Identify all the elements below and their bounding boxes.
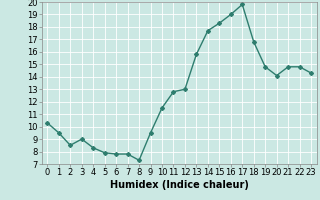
- X-axis label: Humidex (Indice chaleur): Humidex (Indice chaleur): [110, 180, 249, 190]
